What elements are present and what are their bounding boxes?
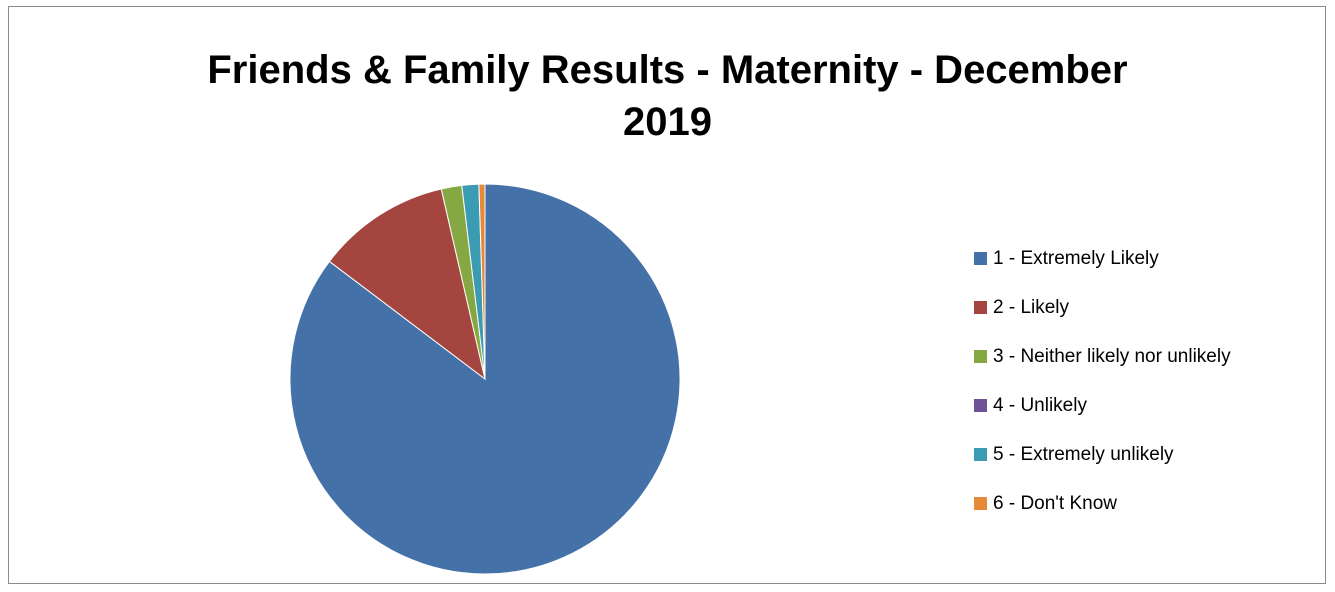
legend-label-neither: 3 - Neither likely nor unlikely	[993, 345, 1231, 367]
legend-swatch-extremely-likely	[974, 252, 987, 265]
chart-title-line-2: 2019	[623, 100, 712, 144]
legend-item: 3 - Neither likely nor unlikely	[974, 342, 1231, 371]
legend-swatch-dont-know	[974, 497, 987, 510]
pie-slice-likely	[328, 188, 486, 381]
legend-label-dont-know: 6 - Don't Know	[993, 492, 1118, 514]
legend-label-likely: 2 - Likely	[993, 296, 1070, 318]
chart-title-line-1: Friends & Family Results - Maternity - D…	[207, 48, 1128, 92]
legend-swatch-unlikely	[974, 399, 987, 412]
chart-frame	[8, 6, 1326, 584]
chart-title: Friends & Family Results - Maternity - D…	[0, 44, 1335, 148]
legend-label-unlikely: 4 - Unlikely	[993, 394, 1087, 416]
legend-item: 6 - Don't Know	[974, 489, 1231, 518]
legend-item: 4 - Unlikely	[974, 391, 1231, 420]
chart-legend: 1 - Extremely Likely 2 - Likely 3 - Neit…	[974, 244, 1231, 538]
legend-label-extremely-likely: 1 - Extremely Likely	[993, 247, 1159, 269]
legend-swatch-neither	[974, 350, 987, 363]
legend-swatch-likely	[974, 301, 987, 314]
legend-item: 1 - Extremely Likely	[974, 244, 1231, 273]
legend-swatch-extremely-unlikely	[974, 448, 987, 461]
legend-item: 5 - Extremely unlikely	[974, 440, 1231, 469]
legend-item: 2 - Likely	[974, 293, 1231, 322]
legend-label-extremely-unlikely: 5 - Extremely unlikely	[993, 443, 1174, 465]
pie-slice-dont-know	[478, 183, 486, 380]
